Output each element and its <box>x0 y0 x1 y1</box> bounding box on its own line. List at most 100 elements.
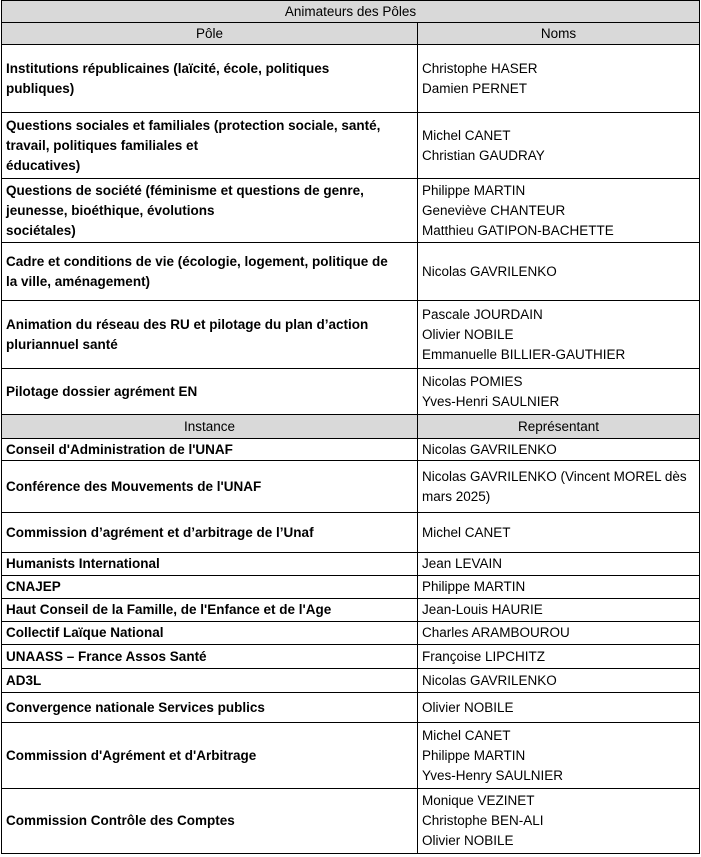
text-line: Instance <box>183 418 236 434</box>
row-label: CNAJEP <box>1 575 418 599</box>
text-line: Philippe MARTIN <box>422 182 526 198</box>
row-label: Questions sociales et familiales (protec… <box>1 112 418 179</box>
text-line: Nicolas GAVRILENKO <box>422 441 557 457</box>
text-line: Institutions républicaines (laïcité, éco… <box>6 60 330 76</box>
text-line: Monique VEZINET <box>422 793 535 808</box>
text-line: Emmanuelle BILLIER-GAUTHIER <box>422 346 626 362</box>
text-line: UNAASS – France Assos Santé <box>6 648 207 664</box>
text-line: Convergence nationale Services publics <box>6 699 265 715</box>
row-label: UNAASS – France Assos Santé <box>1 644 418 669</box>
row-label: Commission Contrôle des Comptes <box>1 788 418 854</box>
row-label: Commission d’agrément et d’arbitrage de … <box>1 512 418 553</box>
text-line: Noms <box>540 25 577 41</box>
text-line: Michel CANET <box>422 127 511 143</box>
text-line: Haut Conseil de la Famille, de l'Enfance… <box>6 602 332 617</box>
text-line: Philippe MARTIN <box>422 579 526 594</box>
row-value: Michel CANET Christian GAUDRAY <box>417 112 700 179</box>
row-value: Françoise LIPCHITZ <box>417 644 700 669</box>
text-line: Nicolas GAVRILENKO <box>422 672 557 688</box>
text-line: Représentant <box>517 418 600 434</box>
text-line: Pilotage dossier agrément EN <box>6 383 198 399</box>
row-label: Collectif Laïque National <box>1 621 418 645</box>
row-label: Questions de société (féminisme et quest… <box>1 178 418 243</box>
row-label: Humanists International <box>1 552 418 576</box>
text-line: Animation du réseau des RU et pilotage d… <box>6 316 369 332</box>
text-line: Matthieu GATIPON-BACHETTE <box>422 222 614 238</box>
text-line: Cadre et conditions de vie (écologie, lo… <box>6 253 388 269</box>
text-line: Christian GAUDRAY <box>422 147 545 163</box>
row-value: Pascale JOURDAIN Olivier NOBILE Emmanuelle… <box>417 300 700 369</box>
row-value: Nicolas POMIES Yves-Henri SAULNIER <box>417 368 700 415</box>
text-line: Nicolas POMIES <box>422 373 523 389</box>
text-line: Nicolas GAVRILENKO (Vincent MOREL dès <box>422 468 687 484</box>
text-line: Questions sociales et familiales (protec… <box>6 117 381 133</box>
text-line: Commission d’agrément et d’arbitrage de … <box>6 524 314 540</box>
text-line: Nicolas GAVRILENKO <box>422 263 557 279</box>
text-line: mars 2025) <box>422 488 491 504</box>
text-line: Commission d'Agrément et d'Arbitrage <box>6 747 257 763</box>
column-header: Pôle <box>1 22 418 45</box>
row-label: AD3L <box>1 668 418 693</box>
row-value: Philippe MARTIN <box>417 575 700 599</box>
text-line: publiques) <box>6 80 75 96</box>
column-header: Instance <box>1 414 418 439</box>
table-title: Animateurs des Pôles <box>1 0 700 23</box>
row-label: Institutions républicaines (laïcité, éco… <box>1 44 418 113</box>
text-line: Commission Contrôle des Comptes <box>6 813 235 828</box>
row-value: Monique VEZINET Christophe BEN-ALI Olivier… <box>417 788 700 854</box>
text-line: Philippe MARTIN <box>422 747 526 763</box>
row-value: Nicolas GAVRILENKO <box>417 668 700 693</box>
row-label: Haut Conseil de la Famille, de l'Enfance… <box>1 598 418 622</box>
text-line: Michel CANET <box>422 727 511 743</box>
text-line: pluriannuel santé <box>6 336 118 352</box>
row-value: Michel CANET <box>417 512 700 553</box>
text-line: Yves-Henri SAULNIER <box>422 393 560 409</box>
row-value: Philippe MARTIN Geneviève CHANTEUR Matthie… <box>417 178 700 243</box>
row-value: Jean-Louis HAURIE <box>417 598 700 622</box>
text-line: Questions de société (féminisme et quest… <box>6 182 364 198</box>
column-header: Noms <box>417 22 700 45</box>
text-line: la ville, aménagement) <box>6 273 151 289</box>
row-value: Nicolas GAVRILENKO <box>417 242 700 301</box>
text-line: jeunesse, bioéthique, évolutions <box>6 202 215 218</box>
row-label: Conseil d'Administration de l'UNAF <box>1 438 418 461</box>
text-line: Olivier NOBILE <box>422 699 514 715</box>
row-value: Olivier NOBILE <box>417 692 700 723</box>
text-line: CNAJEP <box>6 579 61 594</box>
text-line: sociétales) <box>6 222 76 238</box>
text-line: Christophe HASER <box>422 60 538 76</box>
text-line: travail, politiques familiales et <box>6 137 199 153</box>
row-value: Christophe HASER Damien PERNET <box>417 44 700 113</box>
row-label: Conférence des Mouvements de l'UNAF <box>1 460 418 513</box>
text-line: Pascale JOURDAIN <box>422 306 543 322</box>
text-line: Jean-Louis HAURIE <box>422 602 543 617</box>
column-header: Représentant <box>417 414 700 439</box>
text-line: éducatives) <box>6 157 81 173</box>
text-line: Olivier NOBILE <box>422 326 514 342</box>
row-value: Charles ARAMBOUROU <box>417 621 700 645</box>
row-label: Commission d'Agrément et d'Arbitrage <box>1 722 418 789</box>
text-line: Collectif Laïque National <box>6 625 164 640</box>
text-line: Conférence des Mouvements de l'UNAF <box>6 478 262 494</box>
text-line: Françoise LIPCHITZ <box>422 648 546 664</box>
text-line: Yves-Henry SAULNIER <box>422 767 564 783</box>
text-line: Animateurs des Pôles <box>284 3 417 19</box>
row-value: Nicolas GAVRILENKO <box>417 438 700 461</box>
text-line: Conseil d'Administration de l'UNAF <box>6 441 233 457</box>
text-line: Charles ARAMBOUROU <box>422 625 570 640</box>
text-line: Christophe BEN-ALI <box>422 813 544 828</box>
row-label: Pilotage dossier agrément EN <box>1 368 418 415</box>
text-line: AD3L <box>6 672 42 688</box>
text-line: Pôle <box>195 25 224 41</box>
row-label: Convergence nationale Services publics <box>1 692 418 723</box>
row-value: Michel CANET Philippe MARTIN Yves-Henry SA… <box>417 722 700 789</box>
row-value: Nicolas GAVRILENKO (Vincent MOREL dès mar… <box>417 460 700 513</box>
text-line: Michel CANET <box>422 524 511 540</box>
row-label: Cadre et conditions de vie (écologie, lo… <box>1 242 418 301</box>
text-line: Olivier NOBILE <box>422 833 514 848</box>
text-line: Humanists International <box>6 556 160 571</box>
text-line: Jean LEVAIN <box>422 556 503 571</box>
row-value: Jean LEVAIN <box>417 552 700 576</box>
text-line: Geneviève CHANTEUR <box>422 202 566 218</box>
